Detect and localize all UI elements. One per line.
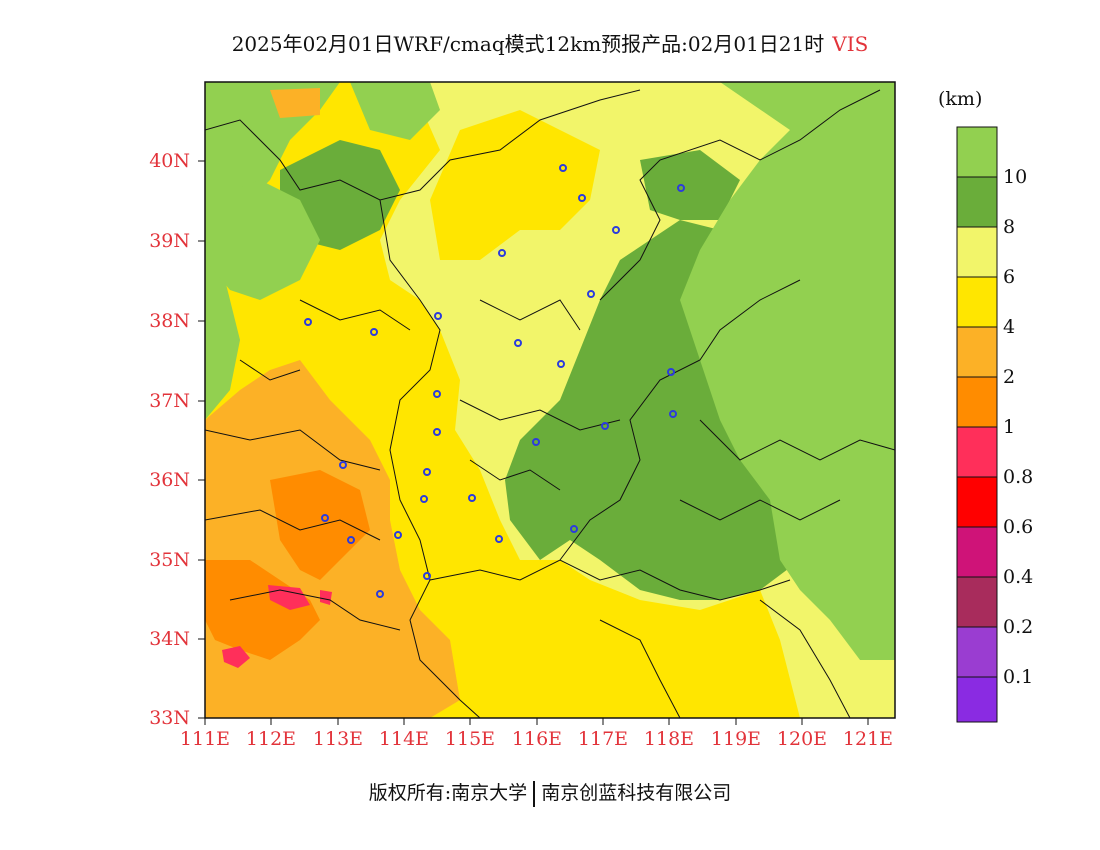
colorbar-unit: (km) <box>938 88 983 110</box>
station-marker <box>514 339 522 347</box>
station-marker <box>498 249 506 257</box>
colorbar-label: 0.2 <box>1003 616 1034 638</box>
colorbar-cell <box>956 626 998 678</box>
colorbar-cell <box>956 476 998 528</box>
colorbar-label: 0.4 <box>1003 566 1034 588</box>
chart-title: 2025年02月01日WRF/cmaq模式12km预报产品:02月01日21时 V… <box>0 28 1100 57</box>
station-marker <box>570 525 578 533</box>
lon-label: 112E <box>245 728 297 750</box>
band-4-6km-south <box>560 580 800 718</box>
visibility-field <box>205 82 895 718</box>
axis-ticks <box>198 160 869 725</box>
lon-label: 121E <box>842 728 894 750</box>
band-0.8-1km-c <box>222 646 250 668</box>
station-marker <box>370 328 378 336</box>
station-marker <box>423 572 431 580</box>
band-gt10km-west <box>205 82 340 420</box>
colorbar-cell <box>956 576 998 628</box>
colorbar-cell <box>956 326 998 378</box>
station-marker <box>578 194 586 202</box>
station-marker <box>304 318 312 326</box>
colorbar-cell <box>956 226 998 278</box>
colorbar-label: 0.8 <box>1003 466 1034 488</box>
lon-label: 118E <box>643 728 695 750</box>
copyright-right: 南京创蓝科技有限公司 <box>541 782 732 804</box>
station-marker <box>376 590 384 598</box>
band-gt10km-nw-top <box>350 82 440 140</box>
station-marker <box>434 312 442 320</box>
lat-label: 34N <box>149 628 190 650</box>
lat-label: 35N <box>149 549 190 571</box>
band-gt10km-w2 <box>205 180 320 300</box>
band-8-10km-north <box>640 150 740 220</box>
lat-label: 33N <box>149 707 190 729</box>
lon-label: 113E <box>312 728 364 750</box>
station-marker <box>433 390 441 398</box>
station-marker <box>601 422 609 430</box>
band-gt10km-east <box>680 82 895 660</box>
colorbar-cell <box>956 676 998 723</box>
station-marker <box>347 536 355 544</box>
station-marker <box>532 438 540 446</box>
station-marker <box>423 468 431 476</box>
colorbar-label: 2 <box>1003 366 1016 388</box>
station-marker <box>468 494 476 502</box>
map-frame <box>204 81 896 719</box>
colorbar-label: 10 <box>1003 166 1028 188</box>
colorbar-label: 8 <box>1003 216 1016 238</box>
title-main: 2025年02月01日WRF/cmaq模式12km预报产品:02月01日21时 <box>231 32 825 56</box>
station-marker <box>677 184 685 192</box>
band-4-6km-patch-a <box>430 110 600 260</box>
footer-divider <box>533 781 536 807</box>
colorbar-cell <box>956 526 998 578</box>
station-marker <box>667 368 675 376</box>
colorbar-cell <box>956 126 998 178</box>
colorbar-label: 4 <box>1003 316 1016 338</box>
station-marker <box>394 531 402 539</box>
colorbar-label: 6 <box>1003 266 1016 288</box>
title-variable: VIS <box>832 32 869 56</box>
colorbar <box>956 126 998 723</box>
band-0.8-1km-a <box>268 585 310 610</box>
lon-label: 119E <box>710 728 762 750</box>
station-marker <box>495 535 503 543</box>
colorbar-cell <box>956 176 998 228</box>
station-marker <box>559 164 567 172</box>
colorbar-label: 0.6 <box>1003 516 1034 538</box>
lon-label: 114E <box>378 728 430 750</box>
colorbar-label: 1 <box>1003 416 1016 438</box>
lon-label: 117E <box>577 728 629 750</box>
copyright-footer: 版权所有:南京大学 南京创蓝科技有限公司 <box>0 778 1100 807</box>
station-marker <box>587 290 595 298</box>
lon-label: 115E <box>444 728 496 750</box>
lat-label: 37N <box>149 390 190 412</box>
lon-label: 120E <box>776 728 828 750</box>
lat-label: 38N <box>149 310 190 332</box>
station-marker <box>612 226 620 234</box>
lat-label: 36N <box>149 469 190 491</box>
lat-label: 39N <box>149 230 190 252</box>
colorbar-cell <box>956 376 998 428</box>
colorbar-label: 0.1 <box>1003 666 1034 688</box>
colorbar-cell <box>956 276 998 328</box>
colorbar-cell <box>956 426 998 478</box>
boundaries <box>205 89 895 718</box>
station-marker <box>321 514 329 522</box>
station-markers <box>304 164 685 598</box>
station-marker <box>433 428 441 436</box>
station-marker <box>557 360 565 368</box>
lat-label: 40N <box>149 150 190 172</box>
band-0.8-1km-b <box>320 590 332 605</box>
band-2-4km-north-spot <box>270 88 320 118</box>
station-marker <box>420 495 428 503</box>
band-1-2km-b <box>205 560 320 660</box>
station-marker <box>339 461 347 469</box>
copyright-left: 版权所有:南京大学 <box>368 782 528 804</box>
lon-label: 111E <box>179 728 231 750</box>
station-marker <box>669 410 677 418</box>
lon-label: 116E <box>511 728 563 750</box>
